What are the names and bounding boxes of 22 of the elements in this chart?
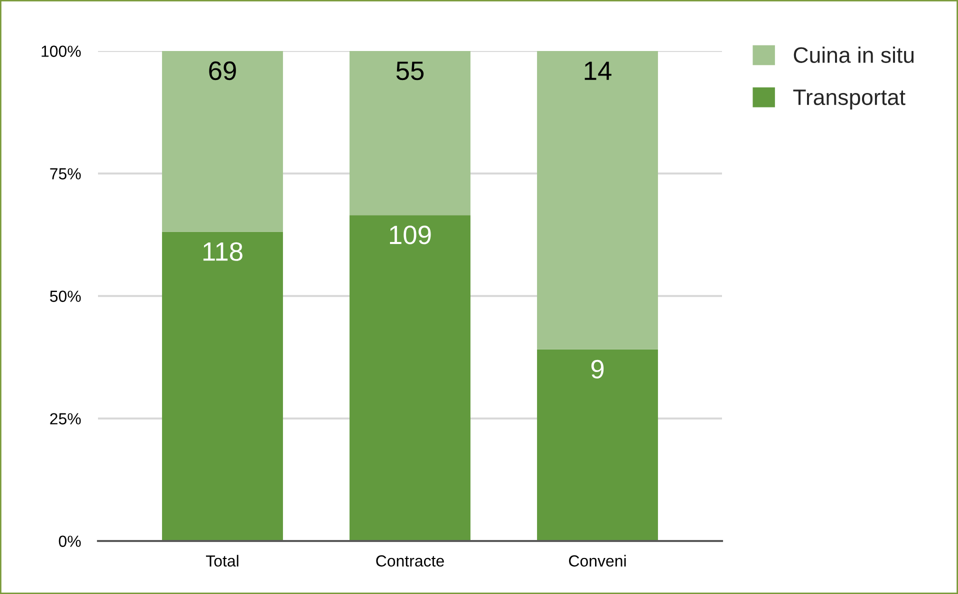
x-tick-label: Total — [206, 554, 238, 567]
bar — [162, 232, 283, 541]
legend-label: Cuina in situ — [794, 46, 914, 63]
annotation: 109 — [390, 226, 431, 244]
bar — [537, 51, 658, 350]
x-tick-label: Conveni — [569, 554, 626, 567]
bar — [350, 215, 470, 541]
bar — [537, 349, 658, 541]
annotation: 69 — [209, 61, 236, 80]
bar — [162, 51, 283, 232]
y-tick-label: 0% — [58, 536, 81, 547]
legend-label: Transportat — [793, 90, 906, 110]
y-tick-label: 100% — [42, 46, 81, 57]
annotation: 55 — [396, 62, 424, 80]
annotation: 14 — [584, 62, 612, 80]
y-tick-label: 75% — [50, 168, 81, 180]
y-tick-label: 25% — [50, 413, 81, 424]
bar — [350, 51, 470, 216]
annotation: 9 — [591, 360, 604, 379]
annotation: 118 — [203, 242, 242, 261]
x-tick-label: Contracte — [376, 555, 444, 567]
y-tick-label: 50% — [50, 290, 81, 302]
